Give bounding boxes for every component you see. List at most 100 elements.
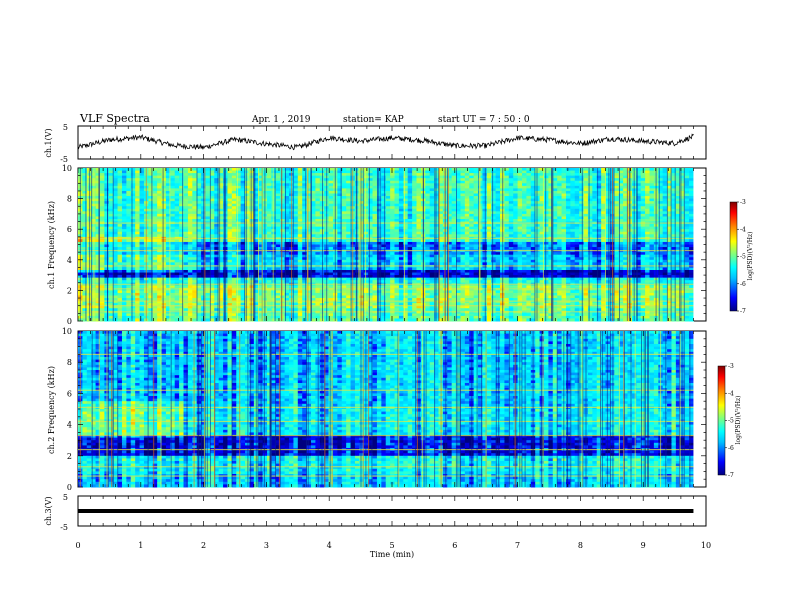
- spectrogram-cell: [253, 231, 259, 235]
- spectrogram-cell: [104, 219, 110, 223]
- spectrogram-cell: [495, 203, 501, 207]
- spectrogram-cell: [310, 201, 316, 205]
- spectrogram-cell: [205, 208, 211, 212]
- spectrogram-cell: [218, 241, 224, 245]
- spectrogram-cell: [271, 216, 277, 220]
- spectrogram-cell: [565, 190, 571, 194]
- spectrogram-cell: [328, 178, 334, 182]
- spectrogram-cell: [438, 241, 444, 245]
- spectrogram-cell: [121, 219, 127, 223]
- spectrogram-cell: [161, 219, 167, 223]
- spectrogram-cell: [293, 183, 299, 187]
- spectrogram-cell: [671, 254, 677, 258]
- spectrogram-cell: [328, 241, 334, 245]
- spectrogram-cell: [557, 203, 563, 207]
- spectrogram-cell: [253, 185, 259, 189]
- spectrogram-cell: [394, 254, 400, 258]
- spectrogram-cell: [680, 188, 686, 192]
- spectrogram-cell: [407, 247, 413, 251]
- spectrogram-cell: [135, 219, 141, 223]
- spectrogram-cell: [658, 170, 664, 174]
- spectrogram-cell: [214, 252, 220, 256]
- spectrogram-cell: [587, 170, 593, 174]
- spectrogram-cell: [218, 208, 224, 212]
- spectrogram-cell: [574, 244, 580, 248]
- spectrogram-cell: [416, 234, 422, 238]
- spectrogram-cell: [416, 185, 422, 189]
- spectrogram-cell: [170, 211, 176, 215]
- spectrogram-cell: [179, 247, 185, 251]
- spectrogram-cell: [645, 231, 650, 235]
- spectrogram-cell: [587, 216, 593, 220]
- spectrogram-cell: [671, 188, 677, 192]
- spectrogram-cell: [398, 206, 404, 210]
- spectrogram-cell: [354, 173, 360, 177]
- spectrogram-cell: [179, 193, 185, 197]
- spectrogram-cell: [372, 224, 378, 228]
- spectrogram-cell: [623, 180, 628, 184]
- spectrogram-cell: [227, 183, 233, 187]
- spectrogram-cell: [385, 185, 391, 189]
- spectrogram-cell: [398, 224, 404, 228]
- spectrogram-cell: [139, 193, 145, 197]
- spectrogram-cell: [473, 234, 479, 238]
- spectrogram-cell: [543, 183, 549, 187]
- spectrogram-cell: [165, 244, 171, 248]
- spectrogram-cell: [469, 185, 475, 189]
- spectrogram-cell: [513, 208, 519, 212]
- spectrogram-cell: [416, 173, 422, 177]
- spectrogram-cell: [592, 216, 598, 220]
- spectrogram-cell: [240, 231, 246, 235]
- spectrogram-cell: [618, 178, 624, 182]
- spectrogram-cell: [464, 229, 470, 233]
- spectrogram-cell: [522, 183, 527, 187]
- spectrogram-cell: [592, 231, 598, 235]
- spectrogram-cell: [231, 201, 237, 205]
- spectrogram-cell: [284, 170, 290, 174]
- spectrogram-cell: [315, 196, 321, 200]
- spectrogram-cell: [306, 188, 312, 192]
- spectrogram-cell: [398, 196, 404, 200]
- spectrogram-cell: [680, 196, 686, 200]
- spectrogram-cell: [306, 173, 312, 177]
- spectrogram-cell: [157, 241, 163, 245]
- spectrogram-cell: [245, 254, 250, 258]
- spectrogram-cell: [504, 170, 510, 174]
- spectrogram-cell: [302, 196, 308, 200]
- spectrogram-cell: [662, 206, 668, 210]
- spectrogram-cell: [236, 239, 242, 243]
- spectrogram-cell: [570, 224, 576, 228]
- spectrogram-cell: [104, 231, 110, 235]
- spectrogram-cell: [205, 231, 211, 235]
- spectrogram-cell: [658, 201, 664, 205]
- spectrogram-cell: [218, 219, 224, 223]
- spectrogram-cell: [359, 219, 365, 223]
- spectrogram-cell: [121, 178, 127, 182]
- spectrogram-cell: [447, 211, 453, 215]
- spectrogram-cell: [675, 226, 681, 230]
- spectrogram-cell: [372, 178, 378, 182]
- spectrogram-cell: [328, 183, 334, 187]
- spectrogram-cell: [95, 231, 101, 235]
- spectrogram-cell: [240, 185, 246, 189]
- spectrogram-cell: [205, 224, 211, 228]
- spectrogram-cell: [99, 208, 105, 212]
- spectrogram-cell: [456, 178, 461, 182]
- spectrogram-cell: [491, 216, 497, 220]
- spectrogram-cell: [161, 173, 167, 177]
- spectrogram-cell: [579, 188, 585, 192]
- spectrogram-cell: [205, 234, 211, 238]
- spectrogram-cell: [148, 216, 154, 220]
- spectrogram-cell: [117, 239, 123, 243]
- spectrogram-cell: [495, 206, 501, 210]
- spectrogram-cell: [390, 168, 396, 172]
- spectrogram-cell: [227, 175, 233, 179]
- spectrogram-cell: [126, 193, 132, 197]
- spectrogram-cell: [315, 226, 321, 230]
- spectrogram-cell: [214, 168, 220, 172]
- spectrogram-cell: [658, 234, 664, 238]
- spectrogram-cell: [412, 211, 417, 215]
- spectrogram-cell: [473, 254, 479, 258]
- spectrogram-cell: [438, 206, 444, 210]
- spectrogram-cell: [667, 198, 672, 202]
